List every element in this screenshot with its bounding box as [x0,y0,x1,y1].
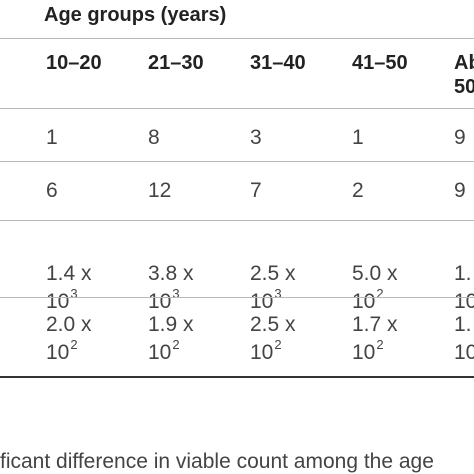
table-cell: 102 [46,337,78,364]
table-cell: 3.8 x [148,262,194,285]
table-cell: 10 [454,290,474,313]
table-cell: 1.7 x [352,313,398,336]
table-cell: 102 [148,337,180,364]
table-cell: 6 [46,179,58,202]
table-cell: 1 [352,126,364,149]
table-cell: 1.4 x [46,262,92,285]
row-divider-2 [0,220,474,221]
table-cell: 9 [454,126,466,149]
table-cell: 3 [250,126,262,149]
col-header-10-20: 10–20 [46,52,102,74]
row-divider-3 [0,297,474,298]
col-header-31-40: 31–40 [250,52,306,74]
row-divider-1 [0,161,474,162]
table-cell: 9 [454,179,466,202]
col-header-41-50: 41–50 [352,52,408,74]
col-header-above-50-line1: Ab [454,52,474,74]
table-cell: 2 [352,179,364,202]
table-cell: 1. [454,313,472,336]
table-cell: 103 [250,286,282,313]
table-cell: 8 [148,126,160,149]
table-cell: 2.5 x [250,313,296,336]
age-groups-header: Age groups (years) [44,4,227,26]
row-divider-0 [0,108,474,109]
table-bottom-border [0,376,474,378]
table-cell: 102 [352,337,384,364]
table-cell: 7 [250,179,262,202]
table-cell: 103 [148,286,180,313]
table-cell: 1.9 x [148,313,194,336]
table-cell: 1. [454,262,472,285]
table-cell: 1 [46,126,58,149]
table-cell: 2.5 x [250,262,296,285]
table-cell: 12 [148,179,172,202]
table-cell: 5.0 x [352,262,398,285]
table-footnote: ficant difference in viable count among … [0,450,434,473]
table-cell: 2.0 x [46,313,92,336]
col-header-21-30: 21–30 [148,52,204,74]
col-header-above-50-line2: 50 [454,76,474,98]
header-divider [0,38,474,39]
table-cell: 102 [250,337,282,364]
table-cell: 10 [454,341,474,364]
table-cell: 103 [46,286,78,313]
table-cell: 102 [352,286,384,313]
